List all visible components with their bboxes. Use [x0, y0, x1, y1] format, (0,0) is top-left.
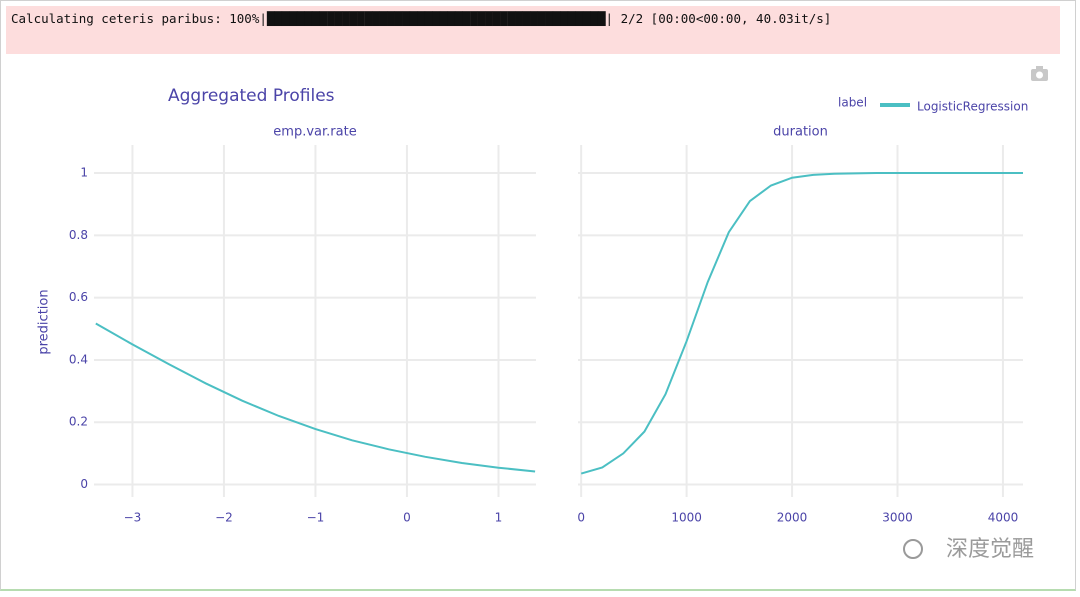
y-tick-label: 0.8 — [69, 228, 88, 242]
x-tick-label: −1 — [307, 511, 325, 525]
x-tick-label: 1000 — [671, 511, 702, 525]
series-line — [580, 172, 1023, 475]
x-tick-label: 2000 — [777, 511, 808, 525]
series-line — [95, 322, 536, 473]
progress-bar-text: Calculating ceteris paribus: 100%|██████… — [6, 6, 1060, 54]
chart-title: Aggregated Profiles — [168, 86, 335, 106]
camera-icon[interactable] — [1031, 66, 1048, 81]
y-tick-label: 0.4 — [69, 352, 88, 366]
watermark: 深度觉醒 — [946, 537, 1034, 562]
subplot-title: duration — [773, 125, 828, 140]
y-tick-label: 0.2 — [69, 415, 88, 429]
subplot-title: emp.var.rate — [273, 125, 356, 140]
x-tick-label: 1 — [495, 511, 503, 525]
watermark-icon — [903, 539, 923, 559]
x-tick-label: 0 — [577, 511, 585, 525]
y-tick-label: 0 — [80, 477, 88, 491]
x-tick-label: 3000 — [882, 511, 913, 525]
y-axis-label: prediction — [37, 289, 52, 354]
x-tick-label: 0 — [403, 511, 411, 525]
legend-label: LogisticRegression — [917, 100, 1028, 114]
x-tick-label: 4000 — [988, 511, 1019, 525]
y-tick-label: 0.6 — [69, 290, 88, 304]
x-tick-label: −3 — [124, 511, 142, 525]
x-tick-label: −2 — [215, 511, 233, 525]
legend-title: label — [838, 96, 867, 110]
grid-layer — [94, 145, 1023, 497]
y-tick-label: 1 — [80, 166, 88, 180]
